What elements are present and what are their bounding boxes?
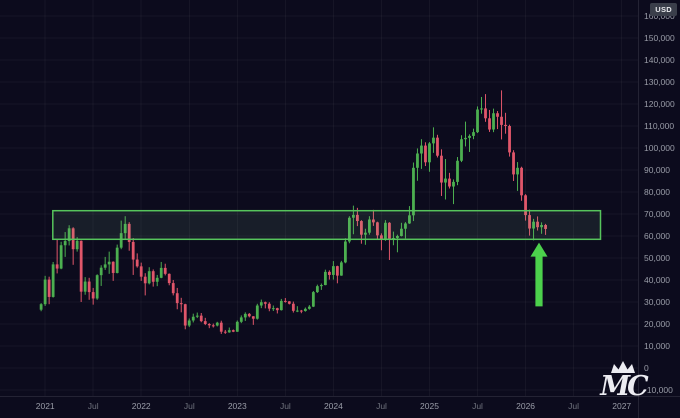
- time-tick-label: 2025: [420, 401, 439, 411]
- time-tick-label: 2026: [516, 401, 535, 411]
- price-tick-label: 120,000: [644, 99, 675, 109]
- currency-badge[interactable]: USD: [650, 3, 677, 16]
- price-tick-label: 80,000: [644, 187, 670, 197]
- price-tick-label: -10,000: [644, 385, 673, 395]
- price-tick-label: 130,000: [644, 77, 675, 87]
- time-tick-label: Jul: [568, 401, 579, 411]
- time-tick-label: Jul: [280, 401, 291, 411]
- time-tick-label: 2024: [324, 401, 343, 411]
- grid-lines: [0, 0, 638, 396]
- price-tick-label: 10,000: [644, 341, 670, 351]
- price-tick-label: 60,000: [644, 231, 670, 241]
- price-tick-label: 70,000: [644, 209, 670, 219]
- time-tick-label: 2021: [36, 401, 55, 411]
- price-tick-label: 150,000: [644, 33, 675, 43]
- time-tick-label: Jul: [472, 401, 483, 411]
- price-tick-label: 160,000: [644, 11, 675, 21]
- time-tick-label: 2023: [228, 401, 247, 411]
- price-tick-label: 100,000: [644, 143, 675, 153]
- price-axis[interactable]: 160,000 150,000 140,000 130,000 120,000 110,0…: [644, 11, 675, 395]
- price-tick-label: 40,000: [644, 275, 670, 285]
- time-tick-label: Jul: [376, 401, 387, 411]
- price-tick-label: 30,000: [644, 297, 670, 307]
- crown-icon: [611, 361, 635, 373]
- time-tick-label: Jul: [88, 401, 99, 411]
- price-tick-label: 140,000: [644, 55, 675, 65]
- mc-watermark-logo: MC: [596, 361, 650, 402]
- up-arrow[interactable]: [530, 242, 548, 307]
- time-axis[interactable]: 2021 Jul 2022 Jul 2023 Jul 2024 Jul 2025 Jul 2026 J…: [36, 401, 632, 411]
- time-tick-label: 2027: [612, 401, 631, 411]
- time-tick-label: Jul: [184, 401, 195, 411]
- price-tick-label: 0: [644, 363, 649, 373]
- time-tick-label: 2022: [132, 401, 151, 411]
- price-tick-label: 20,000: [644, 319, 670, 329]
- price-tick-label: 50,000: [644, 253, 670, 263]
- candles-layer: [39, 90, 547, 334]
- price-tick-label: 90,000: [644, 165, 670, 175]
- logo-text: MC: [600, 371, 648, 402]
- support-zone-box[interactable]: [52, 209, 602, 241]
- price-tick-label: 110,000: [644, 121, 674, 131]
